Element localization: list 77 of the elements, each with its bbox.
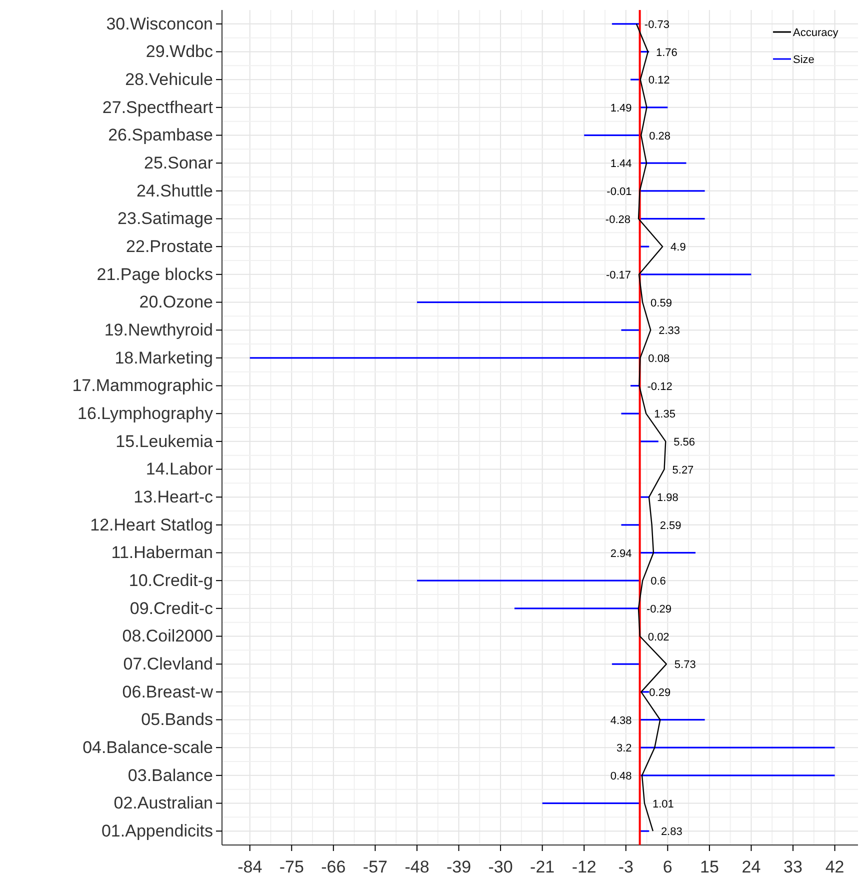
y-tick-label: 28.Vehicule bbox=[125, 70, 213, 90]
y-tick-label: 22.Prostate bbox=[126, 237, 213, 256]
data-label: 4.9 bbox=[670, 242, 686, 254]
data-label: 4.38 bbox=[610, 714, 632, 727]
x-tick-label: -30 bbox=[488, 858, 513, 877]
data-label: 2.33 bbox=[658, 325, 680, 338]
data-label: 0.08 bbox=[648, 352, 670, 365]
data-label: 0.28 bbox=[649, 130, 671, 142]
data-label: -0.12 bbox=[647, 380, 672, 393]
y-tick-label: 23.Satimage bbox=[118, 209, 213, 228]
data-label: 0.59 bbox=[650, 297, 672, 310]
data-label: -0.73 bbox=[644, 18, 670, 31]
y-tick-label: 08.Coil2000 bbox=[122, 626, 213, 646]
x-tick-label: -21 bbox=[530, 858, 555, 877]
y-tick-label: 10.Credit-g bbox=[128, 571, 213, 590]
data-label: -0.28 bbox=[605, 214, 631, 226]
data-label: 5.56 bbox=[674, 436, 696, 448]
data-label: 0.29 bbox=[649, 686, 671, 699]
data-label: -0.17 bbox=[606, 269, 632, 282]
y-tick-label: 25.Sonar bbox=[144, 154, 214, 173]
y-tick-label: 13.Heart-c bbox=[134, 488, 214, 507]
x-tick-label: 6 bbox=[662, 858, 672, 877]
y-tick-label: 01.Appendicits bbox=[101, 822, 213, 841]
y-tick-label: 17.Mammographic bbox=[72, 376, 214, 396]
data-label: 1.98 bbox=[657, 492, 678, 504]
data-label: 0.48 bbox=[610, 770, 632, 782]
legend-label: Accuracy bbox=[793, 27, 839, 39]
x-tick-label: -84 bbox=[238, 858, 262, 877]
data-label: 5.27 bbox=[672, 464, 694, 476]
y-tick-label: 30.Wisconcon bbox=[106, 14, 213, 34]
y-tick-label: 24.Shuttle bbox=[136, 181, 213, 200]
y-tick-label: 04.Balance-scale bbox=[82, 738, 213, 758]
x-tick-label: -12 bbox=[572, 858, 596, 877]
x-tick-label: -3 bbox=[618, 858, 634, 877]
y-tick-label: 16.Lymphography bbox=[78, 404, 214, 424]
y-tick-label: 11.Haberman bbox=[111, 543, 213, 562]
y-tick-label: 26.Spambase bbox=[108, 126, 213, 145]
x-tick-label: 15 bbox=[700, 858, 719, 877]
y-tick-label: 19.Newthyroid bbox=[104, 320, 213, 340]
data-label: 1.01 bbox=[652, 798, 674, 810]
y-tick-label: 03.Balance bbox=[128, 766, 213, 785]
y-tick-label: 29.Wdbc bbox=[146, 42, 214, 62]
data-label: 1.49 bbox=[610, 102, 632, 114]
data-label: 1.35 bbox=[654, 408, 676, 421]
y-tick-label: 02.Australian bbox=[114, 794, 213, 813]
y-tick-label: 09.Credit-c bbox=[130, 598, 214, 618]
data-label: 0.02 bbox=[648, 631, 670, 644]
data-label: 2.59 bbox=[660, 520, 682, 532]
y-tick-label: 20.Ozone bbox=[139, 292, 213, 312]
data-label: 3.2 bbox=[616, 742, 632, 755]
x-tick-label: -39 bbox=[446, 858, 472, 877]
data-label: -0.29 bbox=[646, 603, 672, 616]
data-label: 1.76 bbox=[656, 46, 678, 59]
x-tick-label: -48 bbox=[404, 858, 430, 877]
y-tick-label: 06.Breast-w bbox=[122, 682, 214, 702]
data-label: 2.94 bbox=[610, 548, 632, 560]
y-tick-label: 21.Page blocks bbox=[96, 264, 213, 284]
x-tick-label: -57 bbox=[362, 858, 388, 877]
x-tick-label: -75 bbox=[279, 858, 304, 877]
data-label: 0.12 bbox=[648, 74, 670, 87]
data-label: 5.73 bbox=[674, 659, 696, 672]
legend-label: Size bbox=[793, 54, 814, 66]
x-tick-label: 42 bbox=[825, 858, 844, 877]
data-label: 0.6 bbox=[650, 576, 666, 588]
y-tick-label: 15.Leukemia bbox=[116, 432, 214, 451]
x-tick-label: 33 bbox=[784, 858, 802, 877]
data-label: -0.01 bbox=[606, 186, 632, 198]
data-label: 2.83 bbox=[660, 826, 682, 838]
y-tick-label: 18.Marketing bbox=[114, 348, 213, 368]
y-tick-label: 07.Clevland bbox=[123, 654, 213, 674]
data-label: 1.44 bbox=[610, 158, 632, 170]
y-tick-label: 12.Heart Statlog bbox=[90, 515, 213, 534]
x-tick-label: 24 bbox=[742, 858, 761, 877]
y-tick-label: 14.Labor bbox=[146, 460, 214, 479]
x-tick-label: -66 bbox=[321, 858, 346, 877]
y-tick-label: 27.Spectfheart bbox=[102, 98, 214, 117]
y-tick-label: 05.Bands bbox=[141, 710, 213, 730]
